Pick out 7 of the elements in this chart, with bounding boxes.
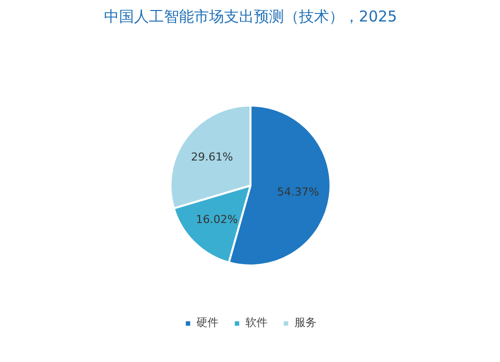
data-label: 54.37% xyxy=(277,186,320,199)
legend-label: 服务 xyxy=(294,315,316,330)
legend-label: 硬件 xyxy=(196,315,218,330)
data-label: 29.61% xyxy=(191,150,233,164)
chart-title: 中国人工智能市场支出预测（技术），2025 xyxy=(104,8,398,26)
data-label: 16.02% xyxy=(196,213,238,226)
legend-label: 软件 xyxy=(246,315,268,330)
